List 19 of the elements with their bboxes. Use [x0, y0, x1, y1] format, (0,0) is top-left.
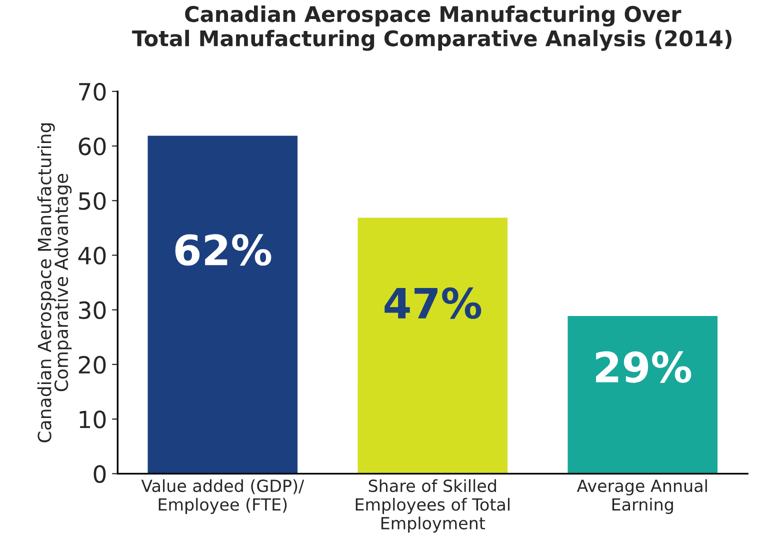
y-tick-label: 70 — [79, 82, 106, 101]
y-tick-label: 0 — [94, 465, 106, 483]
bar — [146, 134, 299, 474]
x-tick-label: Average Annual Earning — [576, 479, 707, 514]
y-tick-label: 60 — [78, 137, 106, 156]
y-tick-label: 20 — [78, 356, 106, 374]
x-tick-label: Share of Skilled Employees of Total Employment — [356, 479, 510, 533]
chart-title: Canadian Aerospace Manufacturing Over Total Manufacturing Comparative Analysis (2014) — [132, 6, 732, 51]
y-tick-label: 10 — [80, 410, 106, 428]
bar — [566, 314, 719, 474]
data-label: 62% — [175, 234, 272, 266]
y-tick-label: 50 — [79, 192, 106, 210]
y-axis-title: Canadian Aerospace Manufacturing Comparative Advantage — [37, 123, 72, 442]
y-tick-label: 30 — [78, 301, 106, 320]
data-label: 47% — [384, 287, 482, 319]
x-tick-label: Value added (GDP)/ Employee (FTE) — [141, 479, 304, 514]
bar — [356, 216, 509, 474]
data-label: 29% — [596, 351, 692, 383]
y-tick-label: 40 — [78, 246, 106, 265]
